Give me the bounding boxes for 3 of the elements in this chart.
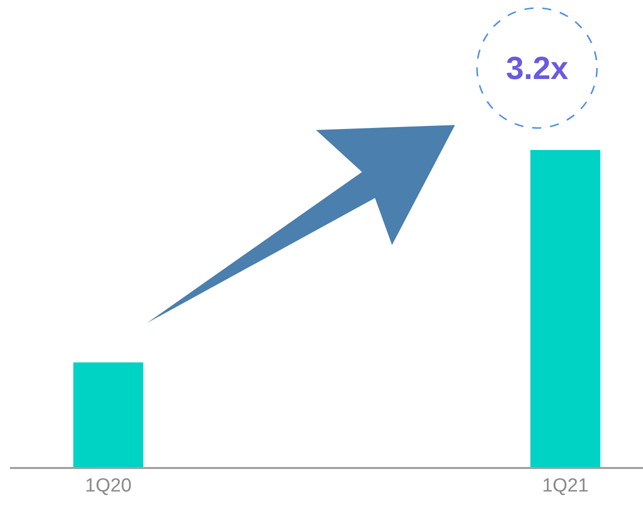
x-tick-label: 1Q21: [542, 476, 589, 497]
x-tick-label: 1Q20: [85, 476, 132, 497]
text: 3.2x: [506, 50, 568, 86]
